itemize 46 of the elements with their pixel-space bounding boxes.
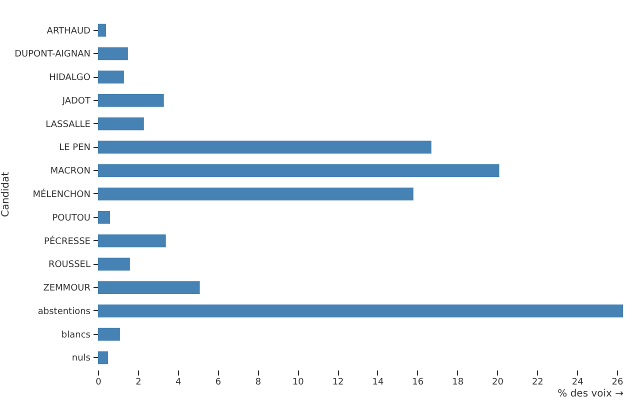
x-tick-label: 26: [612, 378, 624, 388]
bar: [98, 164, 500, 178]
bar: [98, 94, 164, 107]
bar: [98, 188, 414, 200]
bar: [98, 210, 110, 224]
y-tick-label: HIDALGO: [49, 73, 90, 84]
y-tick-label: LASSALLE: [46, 120, 91, 130]
y-tick-label: JADOT: [61, 96, 91, 106]
x-tick-label: 10: [292, 378, 304, 388]
y-tick-label: MÉLENCHON: [32, 188, 90, 200]
bar: [98, 258, 130, 271]
bar: [98, 281, 200, 294]
bar: [98, 304, 623, 318]
x-tick-label: 22: [532, 378, 544, 388]
x-tick-label: 0: [96, 378, 102, 388]
y-tick-label: nuls: [72, 354, 91, 364]
x-tick-label: 14: [372, 378, 384, 388]
y-tick-label: PÉCRESSE: [44, 234, 91, 247]
bar: [98, 47, 128, 60]
y-tick-label: abstentions: [38, 306, 91, 317]
bar: [98, 351, 108, 364]
y-tick-label: DUPONT-AIGNAN: [14, 50, 90, 60]
bar: [98, 24, 106, 37]
y-tick-label: LE PEN: [59, 143, 90, 154]
x-tick-label: 20: [492, 378, 504, 388]
y-tick-label: POUTOU: [52, 213, 90, 224]
x-tick-label: 18: [452, 378, 464, 388]
x-tick-label: 4: [175, 378, 182, 388]
x-tick-label: 24: [572, 378, 584, 388]
x-tick-label: 16: [412, 378, 424, 388]
x-axis-title: % des voix →: [558, 388, 624, 400]
x-tick-label: 12: [332, 378, 344, 388]
x-tick-label: 8: [255, 378, 262, 388]
y-tick-label: ZEMMOUR: [43, 284, 90, 294]
bar: [98, 328, 120, 341]
x-tick-label: 6: [215, 378, 222, 388]
y-axis-title: Candidat: [0, 172, 12, 217]
y-tick-label: ARTHAUD: [46, 26, 91, 36]
bar: [98, 70, 124, 84]
bar: [98, 234, 166, 248]
y-tick-label: MACRON: [50, 166, 90, 177]
bar: [98, 140, 432, 154]
y-tick-label: blancs: [61, 330, 91, 340]
x-tick-label: 2: [136, 378, 142, 388]
y-tick-label: ROUSSEL: [48, 260, 90, 270]
bar: [98, 117, 144, 130]
